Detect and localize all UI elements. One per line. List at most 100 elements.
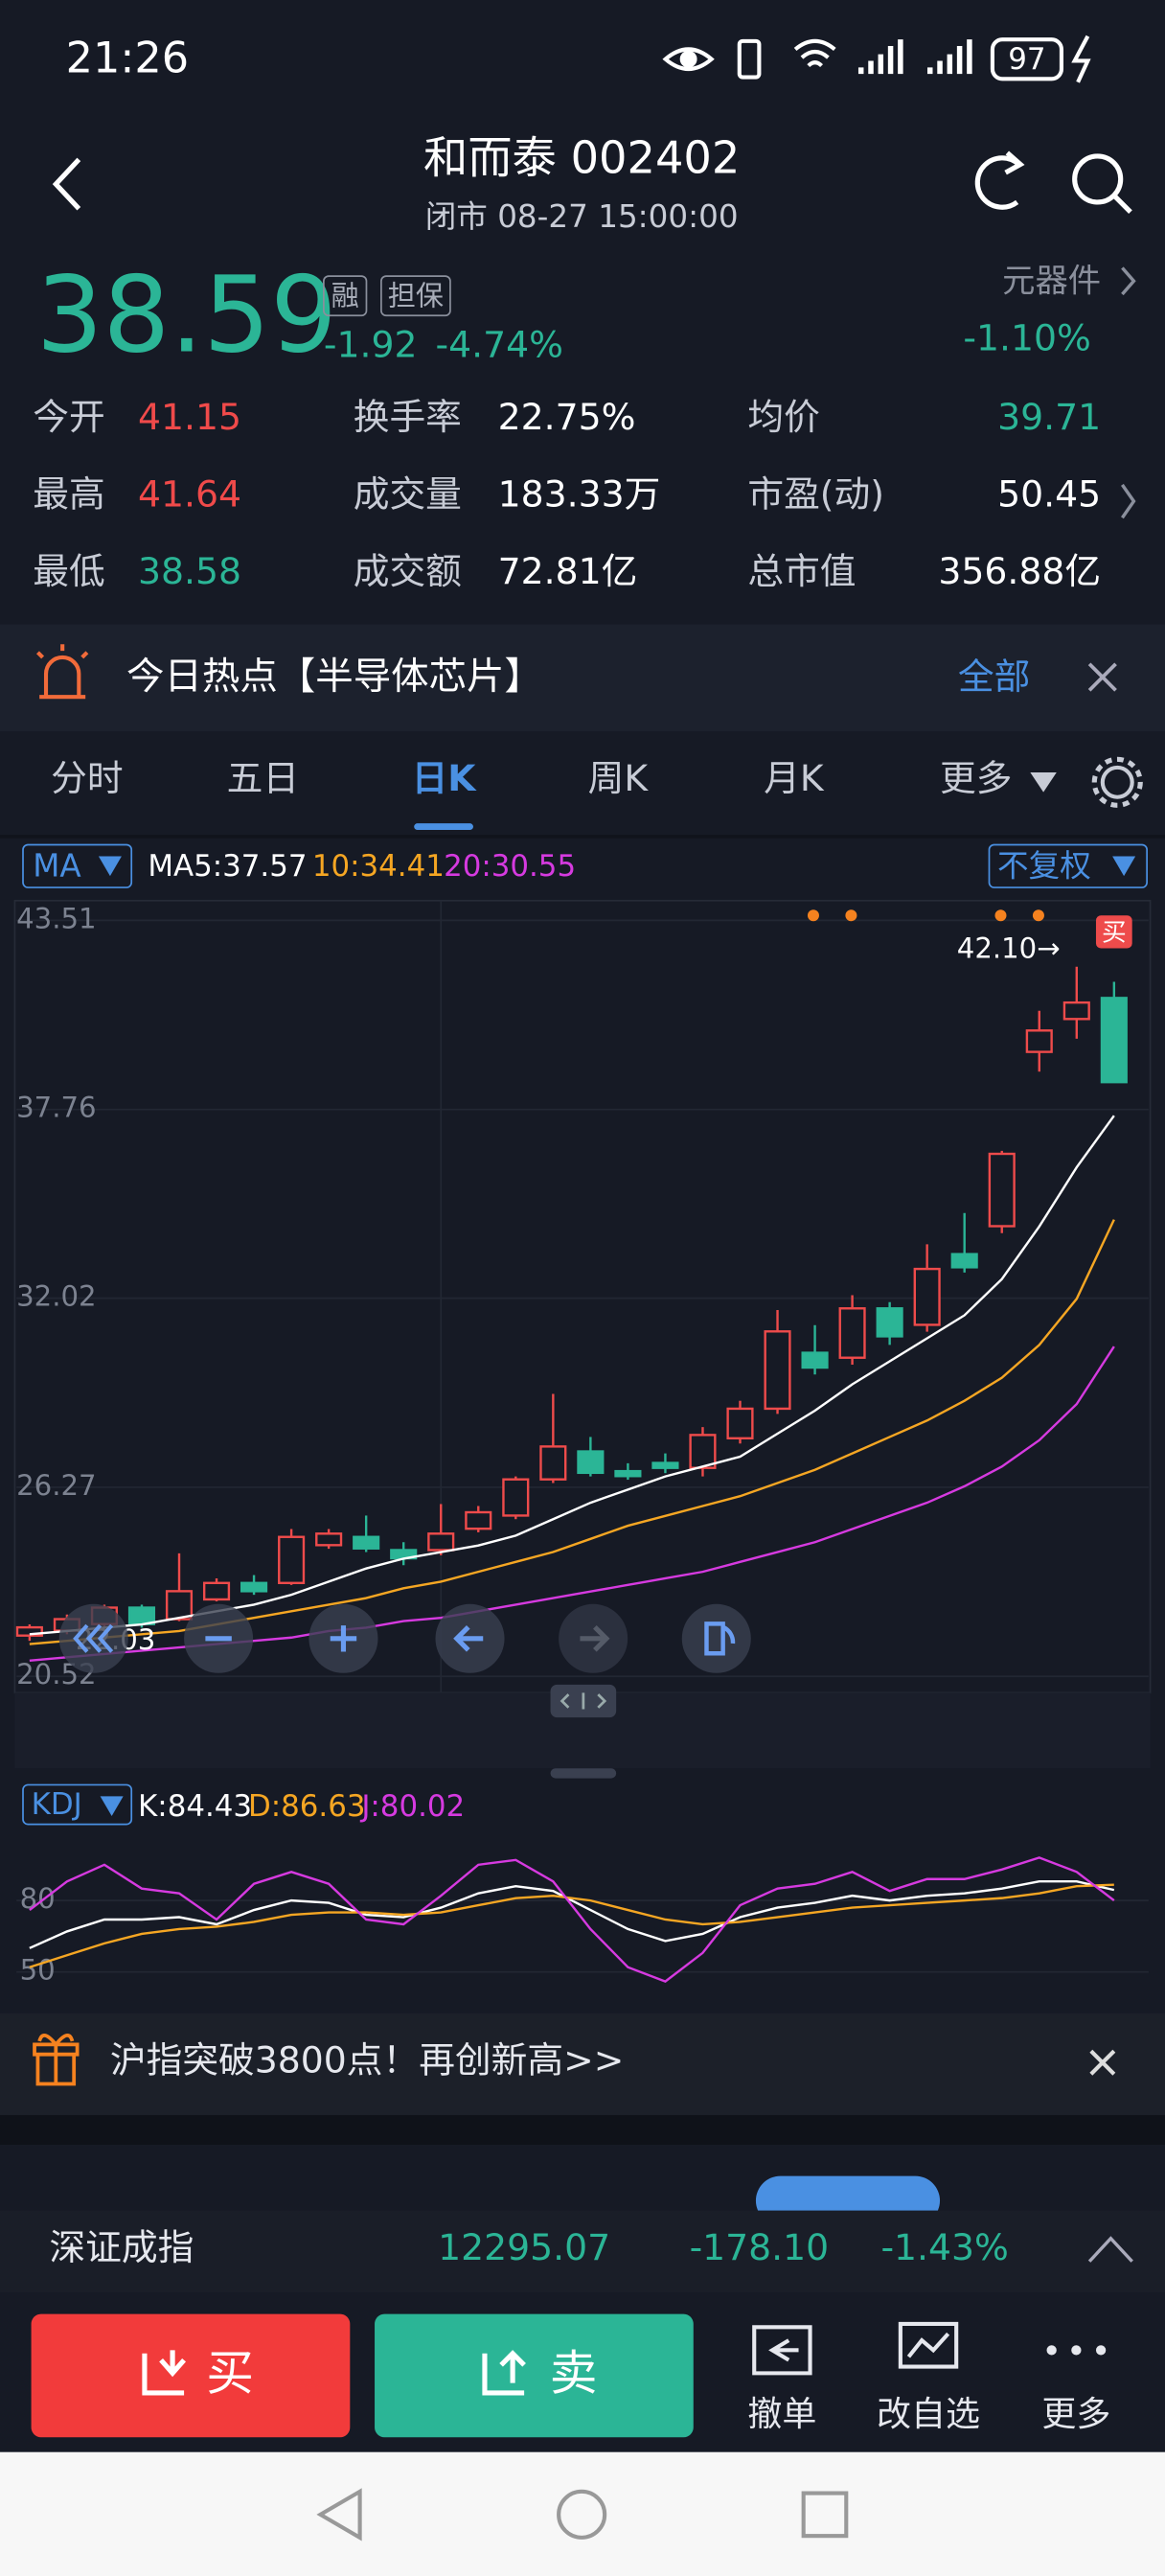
banner-text[interactable]: 沪指突破3800点！再创新高>>	[110, 2039, 624, 2082]
signal-box	[1095, 915, 1132, 949]
sector-change: -1.10%	[963, 316, 1090, 358]
tool-button[interactable]	[681, 1603, 751, 1673]
divider	[0, 835, 1165, 839]
tab[interactable]: 月K	[764, 757, 825, 799]
kdj-line	[29, 1856, 1115, 1983]
alarm-icon	[35, 644, 89, 700]
tab[interactable]: 周K	[588, 757, 650, 799]
divider	[0, 2115, 1165, 2145]
stat-label: 最低	[33, 550, 104, 592]
candle-body	[202, 1581, 231, 1601]
close-button[interactable]	[1087, 662, 1117, 692]
stat-label: 最高	[33, 472, 104, 515]
candle-body	[15, 1625, 43, 1637]
stats: 今开 41.15 换手率 22.75% 均价 39.71 最高 41.64 成交量 183.33万…	[33, 396, 1101, 592]
stat-value: 50.45	[997, 472, 1101, 515]
index-change-percent: -1.43%	[880, 2226, 1008, 2268]
index-change: -178.10	[690, 2226, 830, 2268]
candle-body	[614, 1469, 642, 1478]
tool-label[interactable]: 更多	[1041, 2395, 1110, 2434]
stat-value: 41.15	[138, 396, 241, 438]
refresh-button[interactable]	[974, 155, 1021, 210]
candle-body	[1062, 1000, 1090, 1021]
candle-body	[465, 1510, 492, 1530]
dot	[1071, 2345, 1082, 2356]
dropdown-arrow	[1112, 856, 1136, 877]
settings-button[interactable]	[1100, 765, 1134, 799]
nav-home[interactable]	[557, 2489, 607, 2540]
dropdown-arrow	[100, 1796, 124, 1817]
search-button[interactable]	[1072, 153, 1124, 205]
adjust-box[interactable]	[988, 843, 1148, 888]
last-price: 38.59	[36, 253, 337, 376]
ma-legend: 10:34.41	[312, 849, 445, 884]
stat-value: 39.71	[997, 396, 1101, 438]
tab[interactable]: 五日	[227, 757, 299, 799]
resize-handle[interactable]	[550, 1768, 617, 1779]
stat-value: 72.81亿	[498, 550, 638, 592]
stat-label: 换手率	[354, 396, 462, 438]
tab[interactable]: 日K	[412, 757, 478, 799]
status-time: 21:26	[66, 33, 189, 82]
sell-button[interactable]	[375, 2313, 694, 2438]
kdj-chart: 80 50 K:84.43D:86.63J:80.02	[16, 1789, 1149, 1987]
battery-icon	[990, 37, 1064, 81]
nav-bar	[0, 2451, 1165, 2576]
signal-dot	[845, 909, 857, 922]
tab[interactable]: 更多	[940, 757, 1012, 799]
nav-recent[interactable]	[801, 2491, 849, 2539]
tag: 担保	[388, 279, 444, 311]
refresh-arrow	[1004, 150, 1025, 175]
hot-all[interactable]: 全部	[958, 656, 1030, 698]
close-button[interactable]	[1089, 2049, 1116, 2076]
candle-body	[726, 1407, 754, 1440]
tool-label[interactable]: 撤单	[747, 2395, 816, 2434]
nav-back[interactable]	[316, 2488, 362, 2542]
chart-tools	[58, 1603, 751, 1673]
buy-button[interactable]	[31, 2313, 351, 2438]
indicator-label: KDJ	[32, 1787, 82, 1822]
stat-value: 356.88亿	[938, 550, 1101, 592]
candle-body	[1025, 1029, 1053, 1053]
sell-label: 卖	[550, 2345, 598, 2401]
stat-label: 今开	[33, 396, 104, 438]
eye-icon	[662, 47, 715, 72]
candle-body	[278, 1535, 306, 1584]
banner	[0, 2012, 1165, 2116]
y-tick-label: 26.27	[16, 1469, 96, 1502]
y-tick-label: 50	[20, 1954, 56, 1987]
settings-cog	[1091, 756, 1143, 808]
price-change: -1.92	[324, 323, 418, 365]
back-button[interactable]	[52, 157, 81, 211]
hot-bar	[0, 624, 1165, 732]
stat-value: 41.64	[138, 472, 241, 515]
tool-label[interactable]: 改自选	[877, 2395, 980, 2434]
stat-value: 38.58	[138, 550, 241, 592]
candle-body	[127, 1606, 156, 1625]
battery-level: 97	[1008, 42, 1045, 77]
expand-button[interactable]	[1087, 2236, 1133, 2263]
candle-body	[651, 1461, 679, 1469]
kdj-legend: K:84.43	[138, 1789, 252, 1824]
status-icons	[662, 34, 1091, 83]
dropdown-arrow	[98, 856, 122, 877]
indicator-box[interactable]	[22, 843, 133, 888]
signal-dot	[1032, 909, 1044, 922]
charge-icon	[1071, 34, 1091, 83]
tool-button[interactable]	[58, 1603, 128, 1673]
candle-body	[689, 1434, 717, 1469]
candle-body	[988, 1152, 1016, 1228]
index-value: 12295.07	[438, 2226, 610, 2268]
watchlist-icon	[898, 2321, 959, 2369]
candle-body	[353, 1535, 380, 1550]
stat-label: 成交额	[354, 550, 462, 592]
indicator-box[interactable]	[22, 1783, 133, 1826]
tab[interactable]: 分时	[51, 757, 123, 799]
signal-dot	[994, 909, 1007, 922]
chevron	[1121, 266, 1136, 296]
sector-name[interactable]: 元器件	[1002, 262, 1101, 300]
signal-dots	[807, 909, 1044, 922]
candle-body	[240, 1581, 268, 1593]
y-tick-label: 80	[20, 1882, 56, 1915]
hot-topic[interactable]: 今日热点【半导体芯片】	[126, 655, 542, 699]
